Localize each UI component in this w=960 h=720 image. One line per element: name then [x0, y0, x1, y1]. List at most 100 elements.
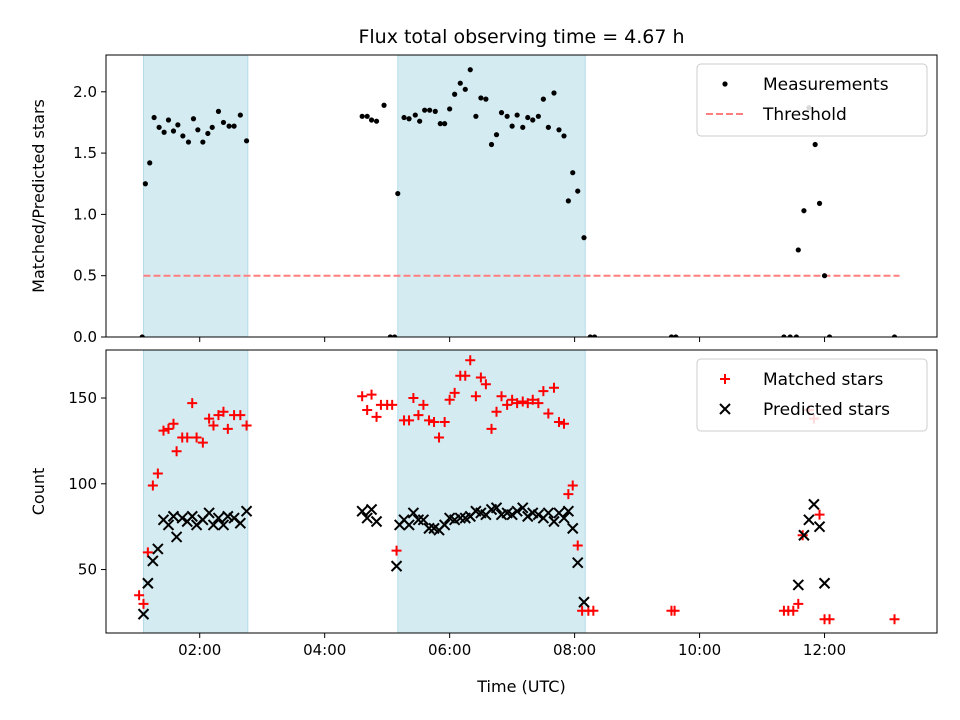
axes-frame — [105, 54, 938, 338]
data-point — [235, 410, 246, 421]
data-point — [165, 117, 172, 123]
data-point — [234, 517, 247, 529]
data-point — [361, 512, 373, 524]
data-point — [429, 417, 440, 428]
x-tick-label: 10:00 — [678, 641, 721, 659]
data-point — [412, 112, 418, 118]
data-point — [470, 391, 481, 402]
data-point — [226, 123, 232, 129]
data-point — [533, 398, 544, 409]
data-point — [502, 399, 513, 410]
data-point — [366, 389, 377, 400]
data-point — [142, 181, 148, 187]
data-point — [490, 502, 503, 514]
data-point — [669, 605, 680, 616]
data-point — [558, 418, 569, 429]
data-point — [417, 514, 430, 526]
data-point — [558, 512, 570, 524]
data-point — [139, 334, 145, 337]
data-point — [781, 334, 787, 337]
data-point — [186, 510, 198, 523]
data-point — [475, 372, 486, 383]
data-point — [215, 108, 222, 114]
x-axis-label: Time (UTC) — [476, 677, 565, 696]
data-point — [357, 391, 368, 402]
data-point — [567, 480, 578, 491]
y-tick-label: 150 — [68, 389, 97, 407]
data-point — [147, 480, 158, 491]
data-point — [404, 415, 415, 426]
y-tick-label: 0.5 — [73, 267, 97, 285]
data-point — [191, 432, 202, 443]
legend-label: Predicted stars — [763, 400, 890, 420]
data-point — [180, 133, 186, 139]
data-point — [439, 417, 450, 428]
data-point — [525, 114, 531, 121]
data-point — [190, 116, 197, 122]
data-point — [562, 505, 575, 517]
data-point — [522, 510, 534, 523]
shaded-interval — [142, 349, 249, 634]
data-point — [548, 382, 559, 393]
data-point — [162, 519, 175, 531]
data-point — [532, 508, 545, 521]
data-point — [668, 334, 675, 337]
data-point — [197, 437, 208, 448]
legend: Measurements Threshold — [696, 63, 928, 137]
data-point — [205, 130, 211, 137]
data-point — [237, 112, 243, 118]
data-point — [578, 596, 590, 608]
data-point — [821, 273, 828, 279]
data-point — [517, 502, 529, 514]
legend-marker — [720, 374, 730, 384]
data-point — [511, 505, 523, 517]
data-point — [152, 543, 164, 555]
axes-frame — [105, 349, 938, 634]
x-tick-label: 06:00 — [428, 641, 471, 659]
data-point — [812, 141, 818, 148]
data-point — [540, 96, 546, 102]
data-point — [417, 118, 423, 124]
y-tick-label: 0.0 — [73, 328, 97, 346]
legend: Matched stars Predicted stars — [696, 358, 928, 432]
data-point — [478, 95, 484, 101]
data-point — [370, 515, 383, 528]
legend-box — [696, 63, 928, 137]
data-point — [480, 379, 491, 390]
data-point — [486, 423, 497, 434]
data-point — [588, 605, 599, 616]
data-point — [447, 106, 453, 112]
data-point — [452, 91, 458, 97]
data-point — [243, 138, 250, 144]
data-point — [151, 114, 157, 121]
data-point — [391, 545, 402, 556]
data-point — [587, 334, 593, 337]
data-point — [147, 160, 153, 166]
data-point — [793, 598, 804, 609]
data-point — [368, 117, 375, 123]
data-point — [520, 124, 526, 130]
data-point — [816, 200, 823, 206]
data-point — [387, 399, 398, 410]
data-point — [570, 170, 576, 176]
data-point — [138, 598, 149, 609]
data-point — [467, 67, 473, 73]
data-point — [204, 413, 215, 424]
data-point — [795, 247, 801, 253]
data-point — [491, 406, 502, 417]
data-point — [403, 519, 415, 531]
data-point — [509, 123, 515, 129]
data-point — [483, 96, 489, 102]
data-point — [437, 121, 443, 127]
data-point — [200, 139, 206, 145]
data-point — [163, 423, 174, 434]
data-point — [504, 113, 510, 119]
data-point — [182, 432, 193, 443]
data-point — [364, 113, 370, 119]
data-point — [457, 80, 463, 86]
data-point — [438, 519, 451, 531]
data-point — [168, 418, 179, 429]
data-point — [488, 141, 495, 148]
data-point — [561, 133, 567, 139]
